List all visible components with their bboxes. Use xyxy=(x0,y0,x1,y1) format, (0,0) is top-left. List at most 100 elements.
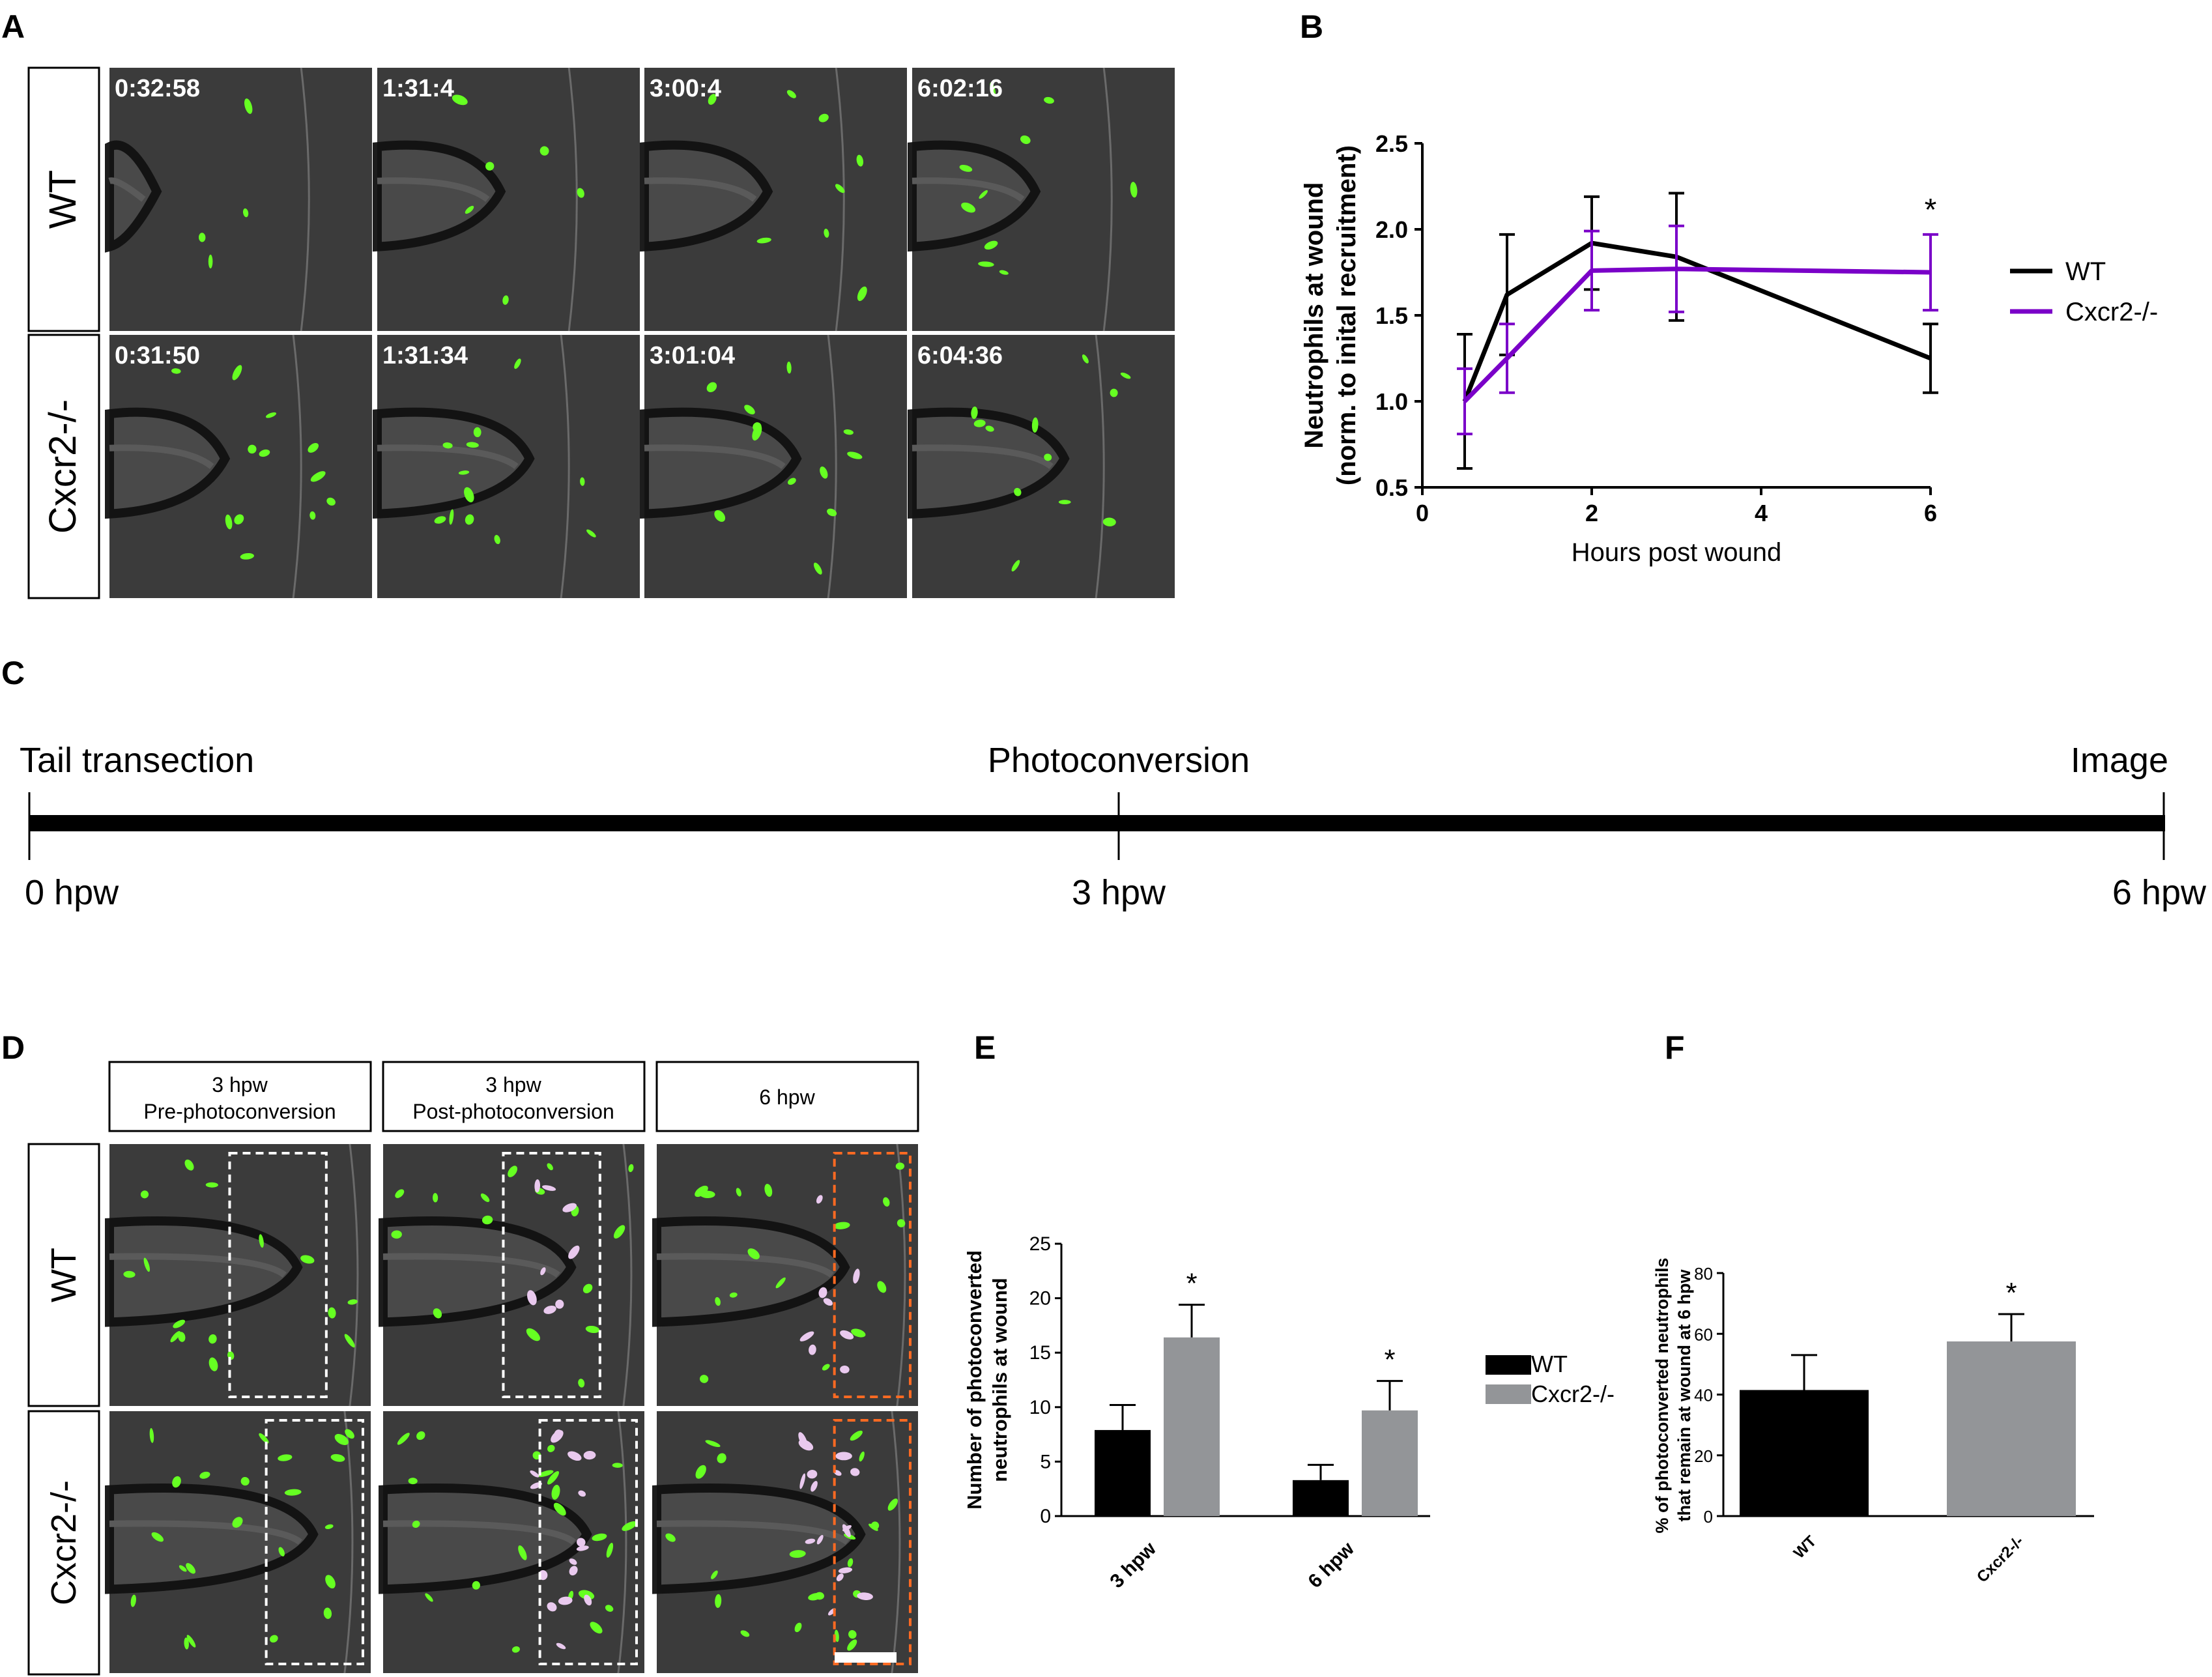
row-label-box-wt xyxy=(27,66,100,332)
neutrophil xyxy=(576,1545,589,1551)
neutrophil xyxy=(397,1433,410,1445)
neutrophil xyxy=(700,1190,715,1199)
neutrophil xyxy=(843,429,854,435)
neutrophil xyxy=(538,1470,554,1478)
neutrophil xyxy=(586,529,596,538)
micrograph-tile: 1:31:34 xyxy=(373,334,640,599)
neutrophil xyxy=(334,1433,349,1446)
neutrophil xyxy=(585,1325,600,1334)
neutrophil xyxy=(514,358,521,369)
neutrophil xyxy=(794,1622,802,1633)
neutrophil xyxy=(856,154,864,167)
neutrophil xyxy=(328,1307,336,1319)
notochord xyxy=(912,177,1025,203)
neutrophil xyxy=(556,1642,566,1650)
scale-bar xyxy=(835,1652,897,1663)
tail-body xyxy=(652,1216,850,1327)
timestamp: 3:01:04 xyxy=(650,342,735,369)
y-tick-label: 0.5 xyxy=(1375,474,1408,501)
tail-body xyxy=(640,140,773,252)
neutrophil xyxy=(171,368,181,374)
neutrophil xyxy=(705,1440,721,1448)
neutrophil xyxy=(184,1637,189,1650)
fin-edge xyxy=(1102,67,1113,332)
neutrophil xyxy=(736,1188,741,1197)
timestamp: 6:02:16 xyxy=(917,75,1003,102)
tick-label-6hpw: 6 hpw xyxy=(2112,873,2207,912)
neutrophil xyxy=(788,478,796,485)
tail-body xyxy=(105,1216,303,1327)
roi-box xyxy=(833,1152,912,1398)
tick-label-0hpw: 0 hpw xyxy=(25,873,119,912)
neutrophil xyxy=(502,295,509,305)
neutrophil xyxy=(835,1452,852,1461)
fin-edge xyxy=(896,1143,906,1407)
neutrophil xyxy=(799,1473,806,1489)
neutrophil xyxy=(542,1185,556,1191)
neutrophil xyxy=(715,1297,721,1306)
neutrophil xyxy=(208,254,213,268)
neutrophil xyxy=(558,1596,573,1605)
neutrophil xyxy=(1102,517,1116,526)
neutrophil xyxy=(554,1429,563,1439)
y-tick-label: 20 xyxy=(1029,1288,1051,1310)
legend: WT Cxcr2-/- xyxy=(2010,257,2158,326)
micrograph-tile: 0:32:58 xyxy=(105,67,372,332)
neutrophil xyxy=(534,1179,541,1193)
timestamp: 6:04:36 xyxy=(917,342,1003,369)
neutrophil xyxy=(799,1331,814,1341)
x-tick-label: 6 hpw xyxy=(1304,1538,1359,1592)
neutrophil xyxy=(850,1468,860,1476)
neutrophil xyxy=(543,1305,556,1314)
row-label-wt: WT xyxy=(44,1248,83,1302)
y-tick-label: 25 xyxy=(1029,1233,1051,1255)
column-header-pre-line1: 3 hpw xyxy=(212,1073,268,1096)
tail-body xyxy=(652,1484,866,1594)
neutrophil xyxy=(530,1470,539,1478)
neutrophil xyxy=(567,1451,582,1461)
neutrophil xyxy=(578,1379,585,1388)
neutrophil xyxy=(592,1533,607,1541)
notochord xyxy=(109,1253,287,1278)
row-label-box-cxcr2 xyxy=(27,334,100,599)
neutrophil xyxy=(259,1433,269,1444)
neutrophil xyxy=(971,407,978,419)
y-tick-label: 15 xyxy=(1029,1342,1051,1364)
neutrophil xyxy=(883,1197,890,1207)
micrograph-tile xyxy=(379,1143,644,1407)
neutrophil xyxy=(583,1450,596,1460)
neutrophil xyxy=(809,1344,816,1355)
neutrophil xyxy=(205,1182,218,1188)
neutrophil xyxy=(959,165,973,172)
neutrophil xyxy=(308,442,319,453)
fin-edge xyxy=(560,334,570,599)
panel-f-bar-chart: 0 20 40 60 80 % of photoconverted neutrophil… xyxy=(1652,1258,2094,1586)
neutrophil xyxy=(442,442,453,449)
tick-label-3hpw: 3 hpw xyxy=(1072,873,1166,912)
neutrophil xyxy=(300,1255,315,1264)
neutrophil xyxy=(840,1365,850,1374)
neutrophil xyxy=(700,1375,709,1383)
neutrophil xyxy=(485,162,495,171)
neutrophil xyxy=(555,1299,564,1309)
panel-letter-d: D xyxy=(1,1029,25,1066)
neutrophil xyxy=(833,1222,850,1229)
x-tick-label: 0 xyxy=(1416,500,1429,526)
neutrophil xyxy=(764,1184,773,1197)
neutrophil xyxy=(269,1635,278,1643)
tail-body xyxy=(908,407,1070,519)
series-wt xyxy=(1457,192,1938,470)
neutrophil xyxy=(851,1328,866,1338)
event-label-image: Image xyxy=(2071,741,2168,780)
panel-e-bar-chart: 0 5 10 15 20 25 Number of photoconverted neut… xyxy=(963,1233,1615,1592)
tail-body xyxy=(379,1484,592,1594)
tail-body xyxy=(908,140,1041,252)
neutrophil xyxy=(547,1602,557,1612)
neutrophil xyxy=(248,444,257,454)
neutrophil xyxy=(425,1593,433,1602)
neutrophil xyxy=(481,1215,493,1225)
neutrophil xyxy=(508,1166,518,1177)
row-label-box-wt xyxy=(27,1143,100,1407)
neutrophil xyxy=(808,1593,822,1601)
neutrophil xyxy=(838,1567,853,1573)
